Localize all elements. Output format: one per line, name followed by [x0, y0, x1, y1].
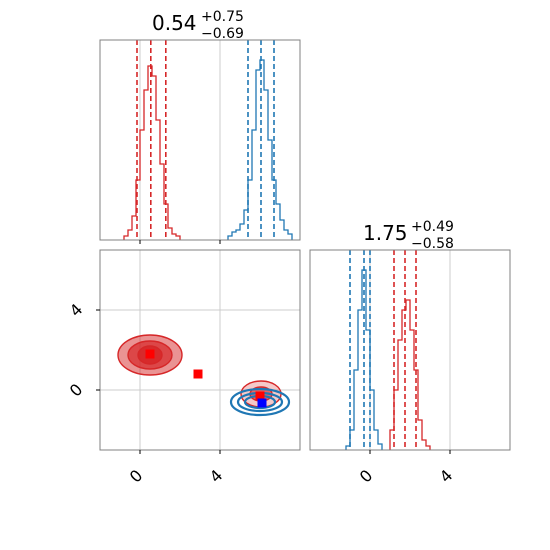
- title-param2-plus: +0.49: [411, 219, 454, 235]
- title-param1-plus: +0.75: [201, 9, 244, 25]
- hist-param2-red: [389, 299, 431, 450]
- marker-blue-marker: [257, 398, 267, 408]
- hist-param1-blue: [227, 59, 293, 240]
- panel-hist-param2: [309, 249, 511, 451]
- title-param1: 0.54 +0.75 −0.69: [152, 9, 244, 42]
- tick-label-param1: 4: [206, 466, 227, 487]
- title-param1-minus: −0.69: [201, 26, 244, 42]
- marker-red-marker-2: [193, 369, 203, 379]
- title-param1-value: 0.54: [152, 11, 197, 35]
- title-param2-minus: −0.58: [411, 236, 454, 252]
- data-layer: [117, 40, 431, 450]
- marker-red-marker-3: [255, 391, 265, 401]
- hist-param1-red: [123, 65, 181, 240]
- tick-label-y: 0: [66, 380, 87, 401]
- tick-label-param2: 0: [356, 466, 377, 487]
- tick-label-param1: 0: [126, 466, 147, 487]
- contour-blue-2-0: [229, 387, 291, 417]
- panel-2d-density: [99, 249, 301, 451]
- panel-hist-param1: [99, 39, 301, 241]
- tick-label-y: 4: [66, 300, 87, 321]
- title-param2: 1.75 +0.49 −0.58: [363, 219, 454, 252]
- tick-label-param2: 4: [436, 466, 457, 487]
- title-param2-value: 1.75: [363, 221, 408, 245]
- marker-red-marker: [145, 349, 155, 359]
